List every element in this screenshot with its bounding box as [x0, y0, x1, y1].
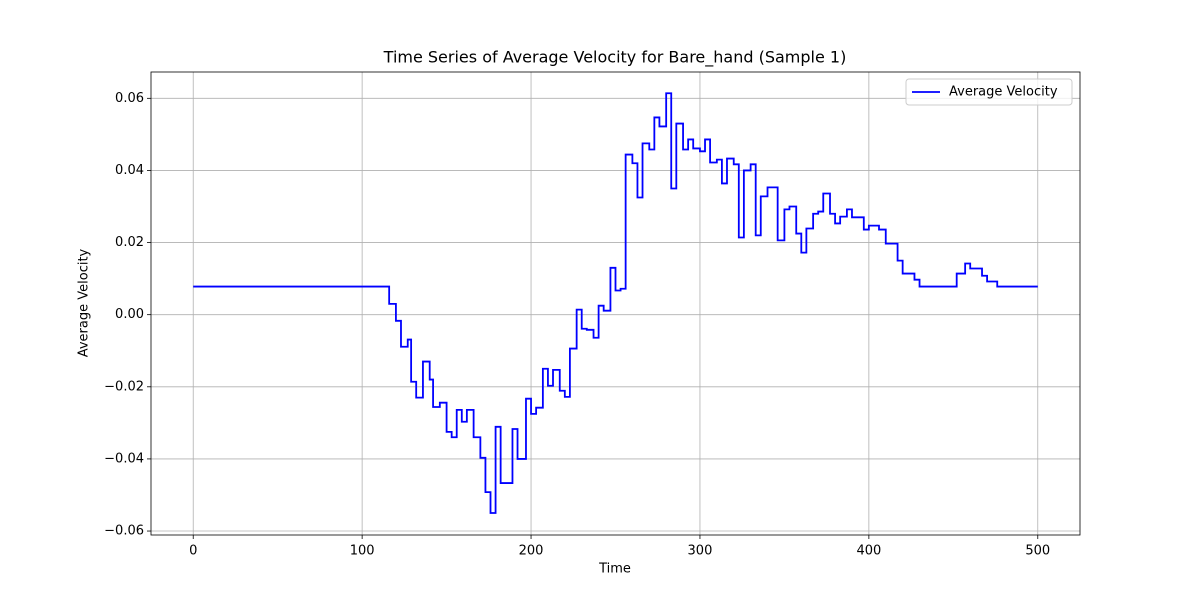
x-tick-label: 400	[856, 544, 881, 559]
x-tick-label: 200	[519, 544, 544, 559]
y-tick-label: 0.04	[115, 163, 144, 178]
legend-label: Average Velocity	[949, 85, 1058, 100]
data-line	[193, 92, 1038, 514]
x-tick-label: 100	[350, 544, 375, 559]
y-tick-label: −0.04	[104, 451, 144, 466]
x-tick-label: 0	[189, 544, 197, 559]
y-tick-label: 0.06	[115, 91, 144, 106]
legend-box	[905, 78, 1073, 106]
plot-frame	[150, 71, 1081, 536]
chart-title: Time Series of Average Velocity for Bare…	[383, 48, 847, 68]
y-tick-label: 0.02	[115, 235, 144, 250]
x-tick-label: 300	[688, 544, 713, 559]
x-axis-label: Time	[598, 562, 631, 577]
y-tick-label: −0.06	[104, 524, 144, 539]
x-tick-label: 500	[1025, 544, 1050, 559]
y-tick-label: −0.02	[104, 379, 144, 394]
y-tick-label: 0.00	[115, 307, 144, 322]
y-axis-label: Average Velocity	[77, 248, 92, 357]
